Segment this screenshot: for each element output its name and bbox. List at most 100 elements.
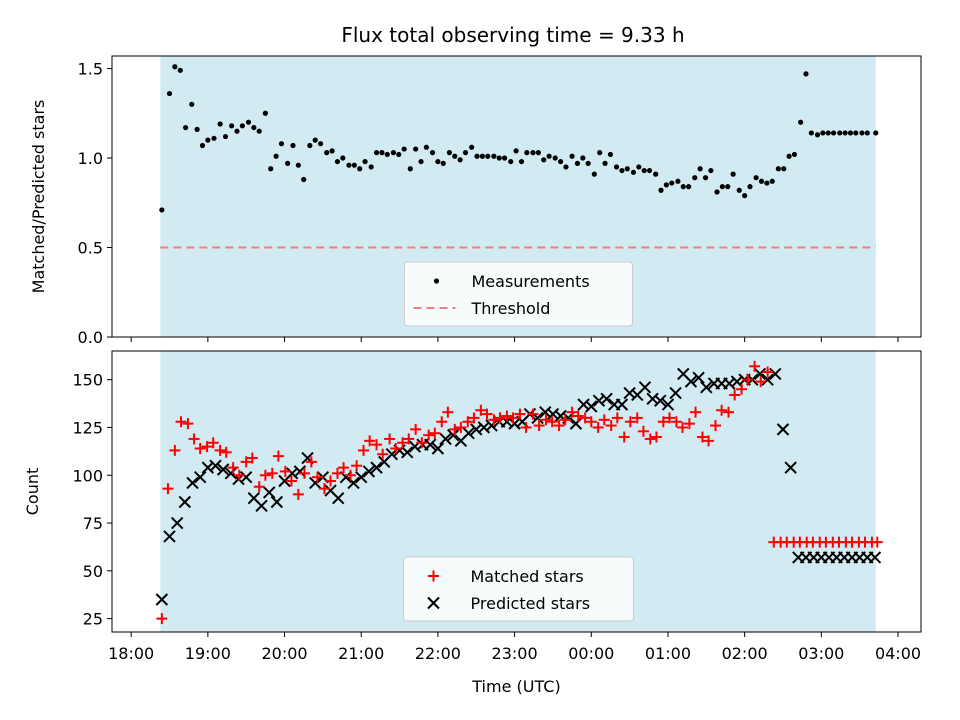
x-tick-label: 02:00 (722, 644, 768, 663)
measurement-point (830, 130, 837, 136)
matched-star-point (455, 421, 467, 433)
measurement-point (390, 150, 397, 156)
measurement-point (329, 148, 335, 154)
measurement-point (518, 158, 525, 165)
measurement-point (820, 130, 826, 136)
measurement-point (530, 150, 536, 156)
matched-star-point (240, 456, 252, 468)
matched-star-point (449, 423, 461, 435)
measurement-point (663, 182, 670, 188)
measurement-point (791, 151, 798, 158)
matched-star-point (214, 444, 226, 456)
predicted-star-point (623, 386, 636, 400)
matched-star-point (507, 412, 519, 424)
y-tick-label: 125 (72, 418, 103, 437)
measurement-point (859, 130, 865, 136)
legend-threshold-label: Threshold (471, 299, 551, 318)
predicted-star-point (539, 405, 552, 419)
predicted-star-point (546, 407, 560, 421)
count-panel-frame (111, 350, 922, 633)
measurement-point (172, 64, 178, 70)
measurement-point (357, 166, 363, 172)
predicted-star-point (285, 467, 299, 480)
predicted-star-point (638, 381, 652, 394)
measurement-point (418, 158, 424, 165)
measurement-point (602, 160, 608, 166)
matched-star-point (540, 414, 552, 426)
measurement-point (597, 150, 603, 156)
matched-star-point (285, 475, 297, 487)
measurement-point (205, 137, 211, 143)
matched-star-point (637, 425, 649, 437)
matched-star-point (494, 412, 506, 424)
matched-star-point (481, 408, 493, 420)
measurement-point (351, 162, 357, 168)
matched-star-point (246, 452, 258, 464)
measurement-point (362, 158, 368, 165)
measurement-point (708, 167, 714, 174)
matched-star-point (553, 420, 565, 432)
predicted-star-point (661, 398, 675, 411)
matched-star-point (272, 450, 284, 462)
measurement-point (758, 178, 765, 184)
matched-star-point (514, 408, 526, 420)
measurement-point (658, 187, 664, 193)
predicted-star-point (868, 551, 882, 564)
measurement-point (491, 153, 497, 159)
legend-matched-label: Matched stars (471, 567, 584, 586)
chart-title: Flux total observing time = 9.33 h (341, 23, 684, 47)
matched-star-point (723, 406, 735, 418)
measurement-point (262, 110, 268, 116)
predicted-star-point (700, 381, 713, 394)
y-tick-label: 0.0 (78, 328, 103, 347)
measurement-point (646, 167, 653, 174)
predicted-star-point (615, 398, 629, 411)
x-tick-label: 01:00 (645, 644, 691, 663)
matched-star-point (488, 414, 500, 426)
legend-predicted-label: Predicted stars (471, 594, 591, 613)
measurement-point (569, 153, 575, 159)
matched-star-point (585, 416, 597, 428)
measurement-point (736, 187, 742, 193)
measurement-point (585, 160, 591, 166)
measurement-point (669, 180, 675, 186)
matched-star-point (338, 462, 350, 474)
predicted-star-point (776, 423, 790, 436)
matched-star-point (305, 456, 317, 468)
measurement-point (457, 157, 463, 163)
predicted-star-point (577, 398, 590, 411)
matched-star-point (520, 421, 532, 433)
measurement-point (580, 155, 586, 161)
measurement-point (630, 169, 637, 175)
y-tick-label: 150 (72, 371, 103, 390)
matched-star-point (194, 442, 206, 454)
matched-star-point (358, 444, 370, 456)
measurement-point (199, 142, 206, 149)
matched-star-point (605, 420, 617, 432)
matched-star-point (233, 469, 245, 481)
predicted-star-point (209, 459, 222, 472)
matched-star-point (670, 416, 682, 428)
matched-star-point (762, 366, 774, 378)
measurement-point (278, 141, 285, 147)
predicted-star-point (216, 463, 230, 476)
legend-measurements-marker (433, 278, 440, 284)
predicted-star-point (155, 593, 169, 606)
ratio-panel: 0.0 0.5 1.0 1.5 Matched/Predicted stars Mea… (29, 55, 922, 347)
measurement-point (183, 124, 189, 131)
measurement-point (563, 164, 569, 170)
measurement-point (803, 71, 809, 77)
measurement-point (479, 153, 485, 159)
measurement-point (719, 184, 725, 190)
measurement-point (619, 167, 625, 174)
measurement-point (340, 155, 346, 161)
matched-star-point (618, 431, 630, 443)
measurement-point (452, 153, 458, 159)
matched-star-point (318, 483, 330, 495)
measurement-point (234, 128, 240, 134)
measurement-point (775, 166, 781, 172)
predicted-star-point (439, 432, 452, 446)
measurement-point (312, 137, 318, 143)
measurement-point (524, 150, 530, 156)
measurement-point (624, 166, 630, 172)
